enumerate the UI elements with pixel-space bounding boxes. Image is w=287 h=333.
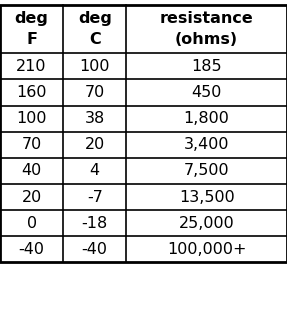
Text: 25,000: 25,000 <box>179 216 234 231</box>
Text: deg: deg <box>15 11 49 26</box>
Text: 38: 38 <box>85 111 105 126</box>
Text: F: F <box>26 32 37 47</box>
Text: 40: 40 <box>22 164 42 178</box>
Text: 160: 160 <box>16 85 47 100</box>
Text: deg: deg <box>78 11 112 26</box>
Text: 210: 210 <box>16 59 47 74</box>
Text: -7: -7 <box>87 189 103 204</box>
Text: 70: 70 <box>22 137 42 152</box>
Text: (ohms): (ohms) <box>175 32 238 47</box>
Text: C: C <box>89 32 100 47</box>
Text: 4: 4 <box>90 164 100 178</box>
Text: 13,500: 13,500 <box>179 189 234 204</box>
Text: 70: 70 <box>85 85 105 100</box>
Text: -40: -40 <box>82 242 108 257</box>
Text: 185: 185 <box>191 59 222 74</box>
Bar <box>0 5 287 262</box>
Text: 450: 450 <box>191 85 222 100</box>
Text: -18: -18 <box>82 216 108 231</box>
Text: 100,000+: 100,000+ <box>167 242 247 257</box>
Text: 0: 0 <box>26 216 37 231</box>
Text: 20: 20 <box>22 189 42 204</box>
Text: 1,800: 1,800 <box>184 111 230 126</box>
Text: resistance: resistance <box>160 11 253 26</box>
Text: 7,500: 7,500 <box>184 164 229 178</box>
Text: 3,400: 3,400 <box>184 137 229 152</box>
Text: 100: 100 <box>16 111 47 126</box>
Text: -40: -40 <box>19 242 44 257</box>
Text: 20: 20 <box>85 137 105 152</box>
Text: 100: 100 <box>79 59 110 74</box>
